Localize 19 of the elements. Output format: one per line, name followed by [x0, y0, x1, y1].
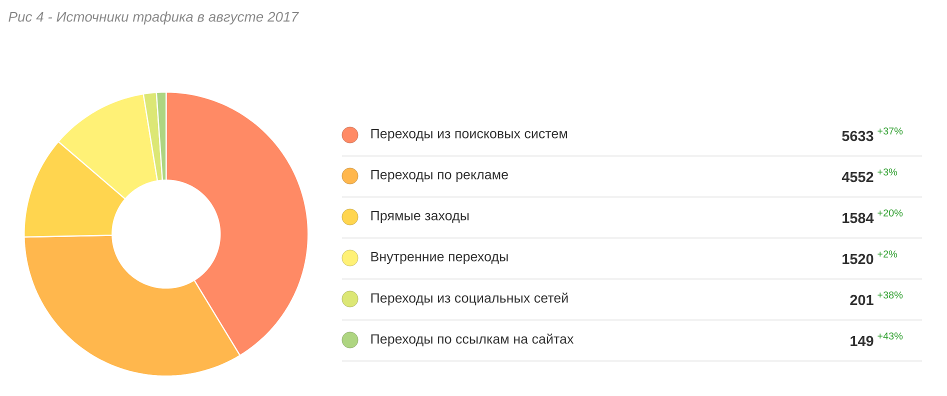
data-label: 5633: [842, 130, 874, 142]
legend-label: Прямые заходы: [371, 210, 469, 224]
text: +43%: [878, 332, 903, 340]
text: +2%: [878, 250, 898, 258]
legend-label: Переходы по рекламе: [371, 170, 508, 182]
legend-label: Переходы из поисковых систем: [371, 128, 568, 142]
text: +20%: [878, 209, 903, 217]
legend-label: Переходы из социальных сетей: [371, 292, 568, 306]
legend-label: Переходы по ссылкам на сайтах: [371, 334, 574, 346]
data-label: 1584: [842, 212, 874, 224]
data-label: 1520: [842, 254, 874, 264]
data-label: 4552: [842, 172, 874, 182]
text: +3%: [878, 168, 898, 176]
legend-label: Внутренние переходы: [371, 252, 508, 264]
data-label: 149: [850, 336, 874, 346]
text: +38%: [878, 291, 903, 299]
data-label: 201: [850, 294, 874, 306]
text: +37%: [878, 127, 903, 135]
chart-title: Рис 4 - Источники трафика в августе 2017: [8, 11, 299, 24]
